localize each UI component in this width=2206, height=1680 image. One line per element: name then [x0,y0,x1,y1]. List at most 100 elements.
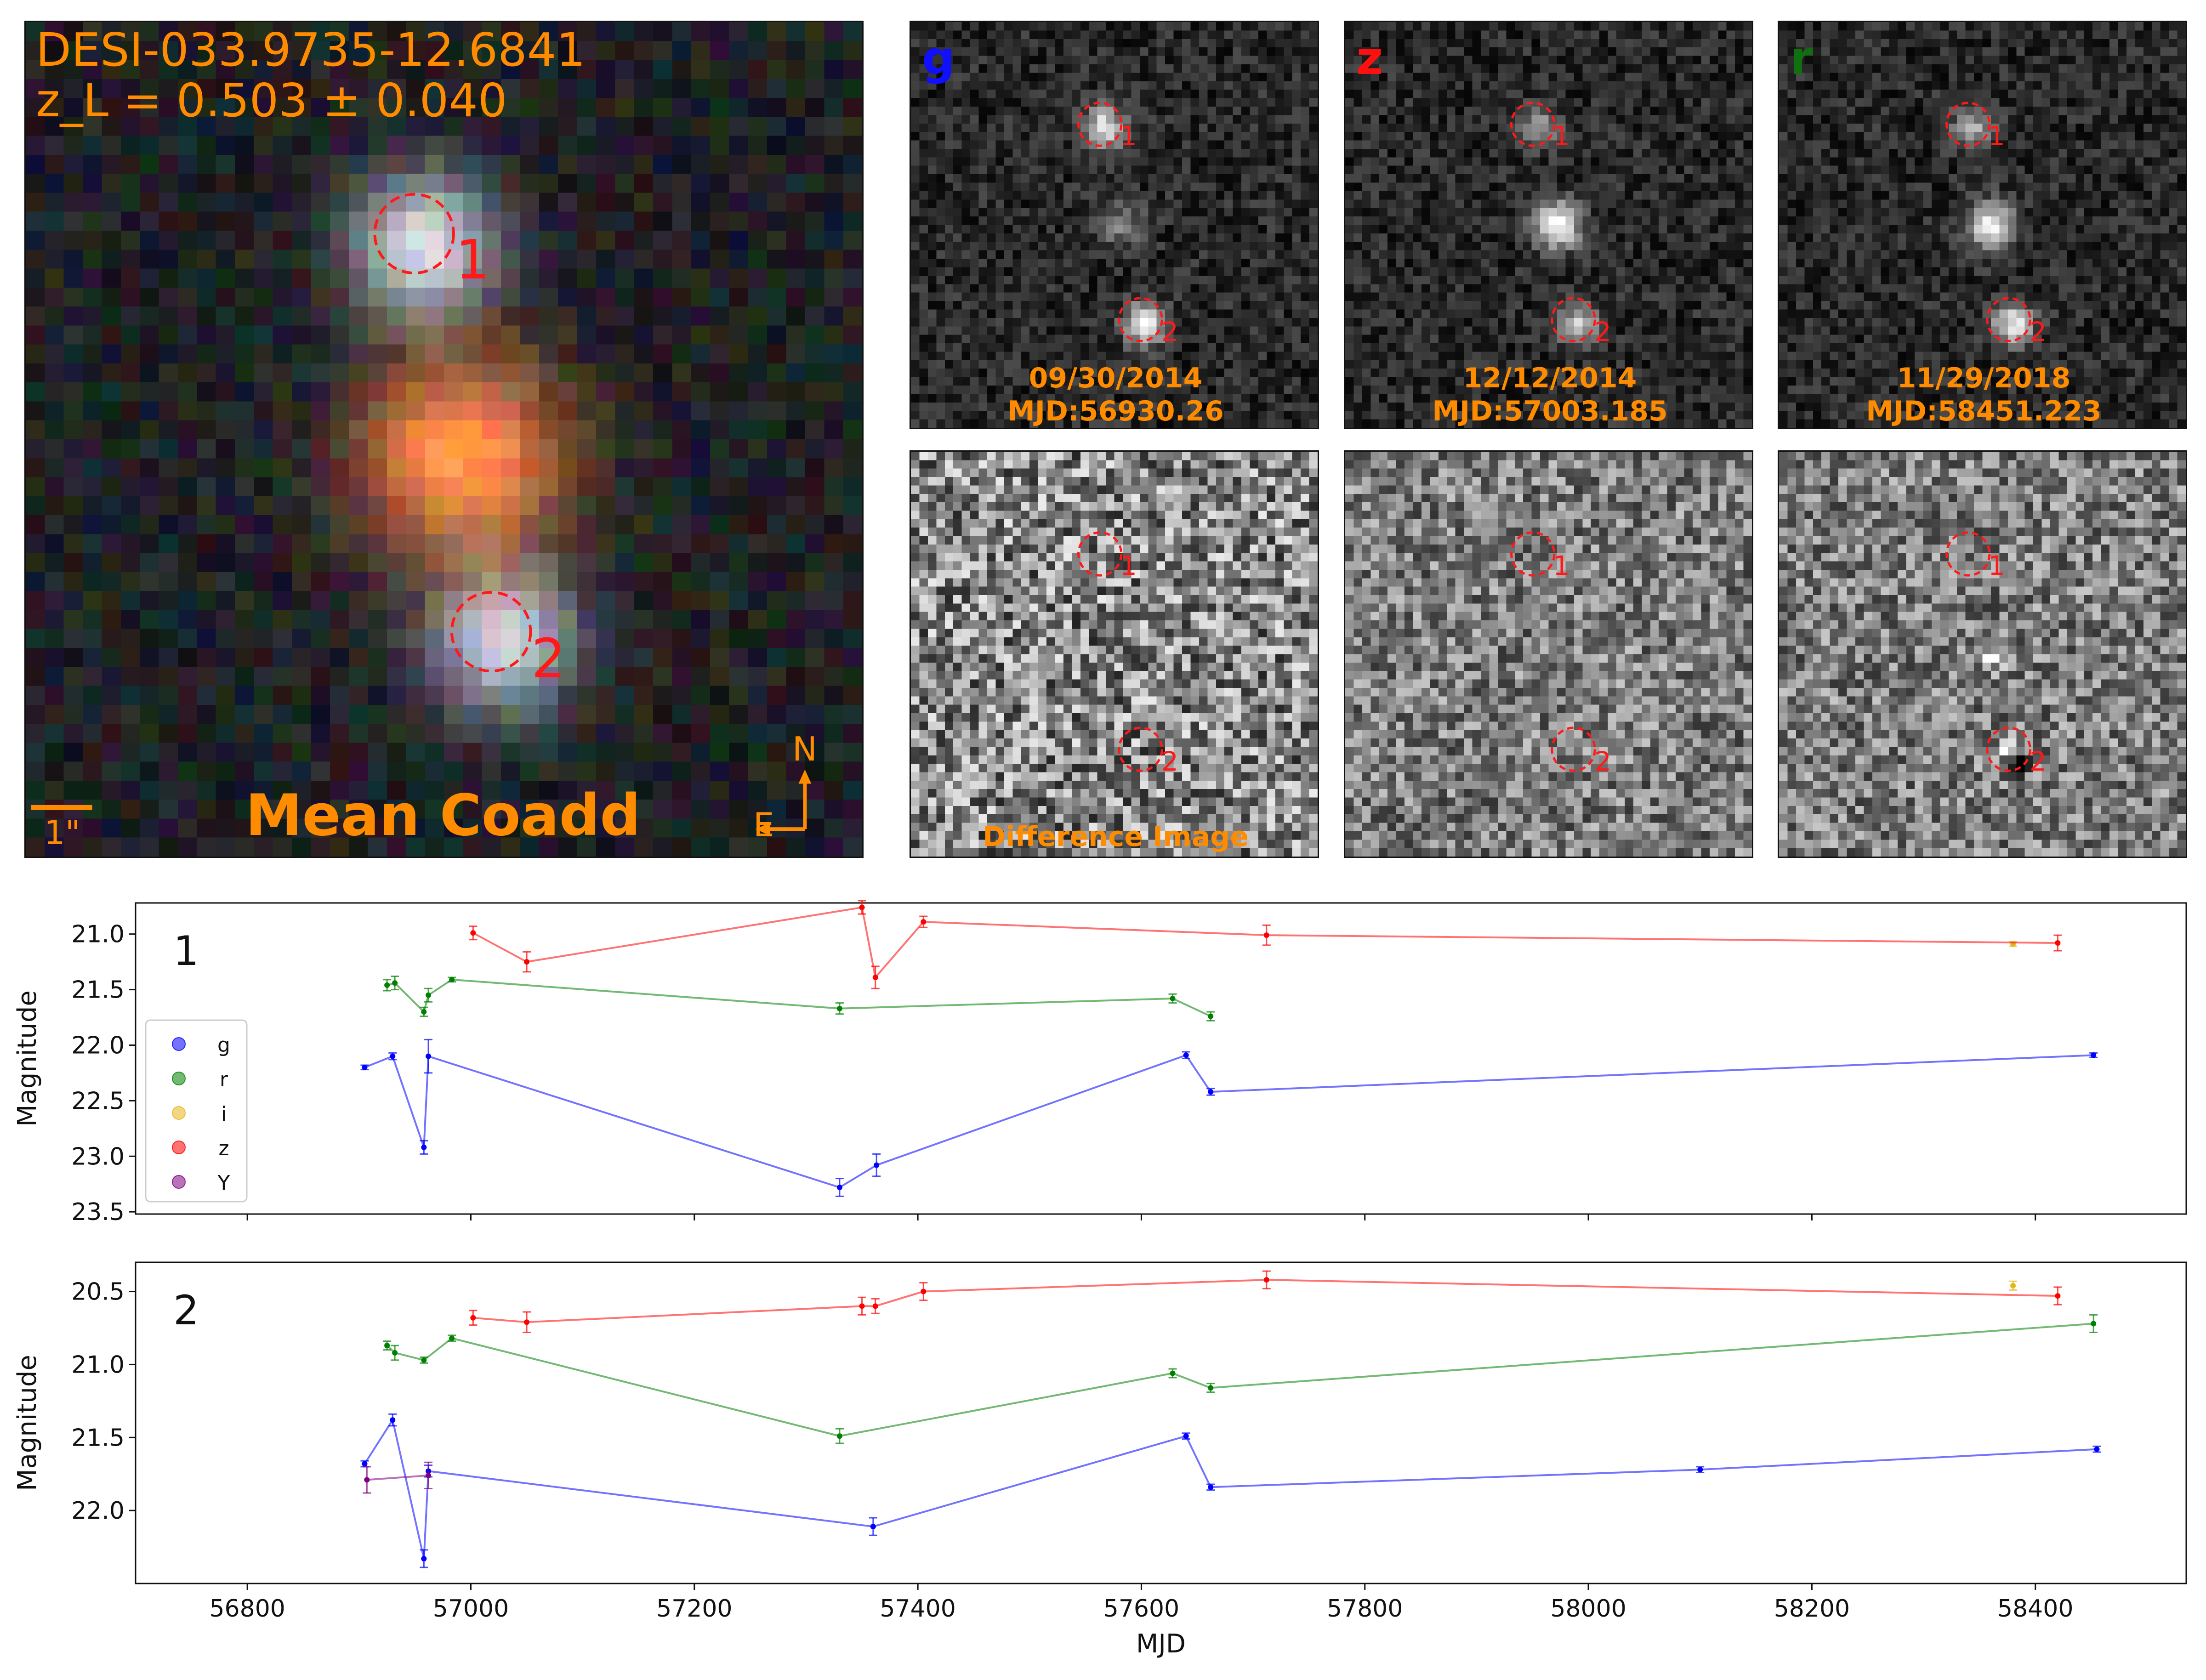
data-point-z [859,1303,865,1309]
coadd-image [26,22,862,857]
marker-1: 1 [1988,550,2005,581]
epoch-image-g: g 1 2 09/30/2014 MJD:56930.26 [910,21,1319,429]
data-point-r [384,1343,390,1349]
data-point-z [921,919,927,925]
data-point-g [1183,1433,1189,1439]
legend-label-g: g [217,1033,230,1057]
legend-label-r: r [220,1068,228,1091]
data-point-g [874,1162,880,1168]
data-point-g [426,1053,432,1059]
data-point-z [470,1315,476,1321]
y-tick-label: 21.5 [71,976,125,1004]
data-point-Y [364,1477,370,1483]
difference-image-z-pixels [1345,452,1752,857]
data-point-r [392,1350,398,1356]
x-tick-label: 57600 [1103,1595,1179,1623]
data-point-r [1170,1370,1176,1376]
x-tick-label: 57400 [880,1595,955,1623]
data-point-z [524,1319,530,1325]
difference-g-overlay [1077,531,1163,772]
source-1-circle [1945,102,1991,147]
epoch-mjd: MJD:58451.223 [1866,395,2102,427]
band-label-g: g [922,31,955,85]
marker-1: 1 [1553,120,1570,152]
data-point-r [449,1335,455,1341]
y-tick-label: 23.0 [71,1143,125,1170]
y-axis-label: Magnitude [12,990,42,1127]
marker-label-1: 1 [455,228,490,291]
difference-image-r: 1 2 [1778,450,2187,858]
coadd-image-panel: DESI-033.9735-12.6841 z_L = 0.503 ± 0.04… [24,21,864,858]
plot-frame [135,902,2187,1215]
x-axis-label: MJD [1136,1629,1186,1659]
epoch-date: 12/12/2014 [1463,362,1637,394]
y-tick-label: 21.0 [71,1351,125,1379]
scale-bar-label: 1" [44,813,80,852]
difference-z-overlay [1510,531,1596,772]
coadd-overlay [31,193,812,836]
marker-1: 1 [1988,120,2005,152]
series-line-r [387,978,1211,1017]
data-point-z [872,1303,878,1309]
series-line-Y [367,1474,429,1481]
data-point-z [2055,940,2061,946]
difference-image-r-pixels [1779,452,2186,857]
source-2-circle [1551,297,1596,342]
data-point-g [421,1144,427,1150]
epoch-image-z: z 1 2 12/12/2014 MJD:57003.185 [1344,21,1753,429]
series-line-g [364,1418,2097,1559]
legend-label-i: i [221,1102,227,1126]
epoch-g-overlay [1077,102,1163,342]
source-2-circle [1986,726,2031,772]
coadd-title: Mean Coadd [245,783,641,849]
data-point-z [524,959,530,965]
epoch-image-r: r 1 2 11/29/2018 MJD:58451.223 [1778,21,2187,429]
source-2-circle [1551,726,1596,772]
panel-label: 2 [173,1287,199,1334]
epoch-r-overlay [1945,102,2031,342]
legend-label-Y: Y [217,1171,230,1195]
difference-image-z: 1 2 [1344,450,1753,858]
x-tick-label: 57000 [433,1595,509,1623]
difference-image-label: Difference Image [983,821,1249,853]
data-point-g [1208,1089,1214,1095]
y-tick-label: 22.5 [71,1087,125,1115]
data-point-r [426,992,432,998]
series-line-z [472,906,2058,980]
marker-2: 2 [2030,316,2047,347]
marker-2: 2 [1161,746,1178,777]
epoch-date: 11/29/2018 [1897,362,2071,394]
data-point-r [392,980,398,986]
data-point-g [390,1053,396,1059]
band-label-z: z [1356,31,1383,85]
marker-2: 2 [1594,316,1611,347]
x-tick-label: 56800 [209,1595,285,1623]
legend-marker-z [172,1141,186,1154]
epoch-date: 09/30/2014 [1029,362,1203,394]
marker-label-2: 2 [531,627,566,690]
y-axis-label: Magnitude [12,1355,42,1491]
data-point-g [2091,1052,2097,1058]
data-point-g [836,1184,842,1190]
difference-image-g: 1 2 Difference Image [910,450,1319,858]
lens-redshift: z_L = 0.503 ± 0.040 [36,74,507,127]
source-2-circle [1118,726,1163,772]
y-tick-label: 21.5 [71,1424,125,1452]
data-point-i [2010,1283,2016,1288]
data-point-g [390,1417,396,1423]
band-label-r: r [1790,31,1813,85]
x-tick-label: 58400 [1997,1595,2073,1623]
data-point-r [1170,995,1176,1001]
y-tick-label: 22.0 [71,1497,125,1525]
y-tick-label: 22.0 [71,1032,125,1059]
source-1-circle [1510,102,1556,147]
light-curve-panel-2: 20.5 21.0 21.5 22.0 56800 57000 57200 57400 5760… [12,1261,2187,1659]
y-tick-label: 20.5 [71,1278,125,1306]
data-point-r [836,1005,842,1011]
marker-2: 2 [2030,746,2047,777]
data-point-g [870,1524,876,1530]
source-2-circle [1118,297,1163,342]
legend-marker-g [172,1037,186,1051]
east-label: E [753,806,774,844]
